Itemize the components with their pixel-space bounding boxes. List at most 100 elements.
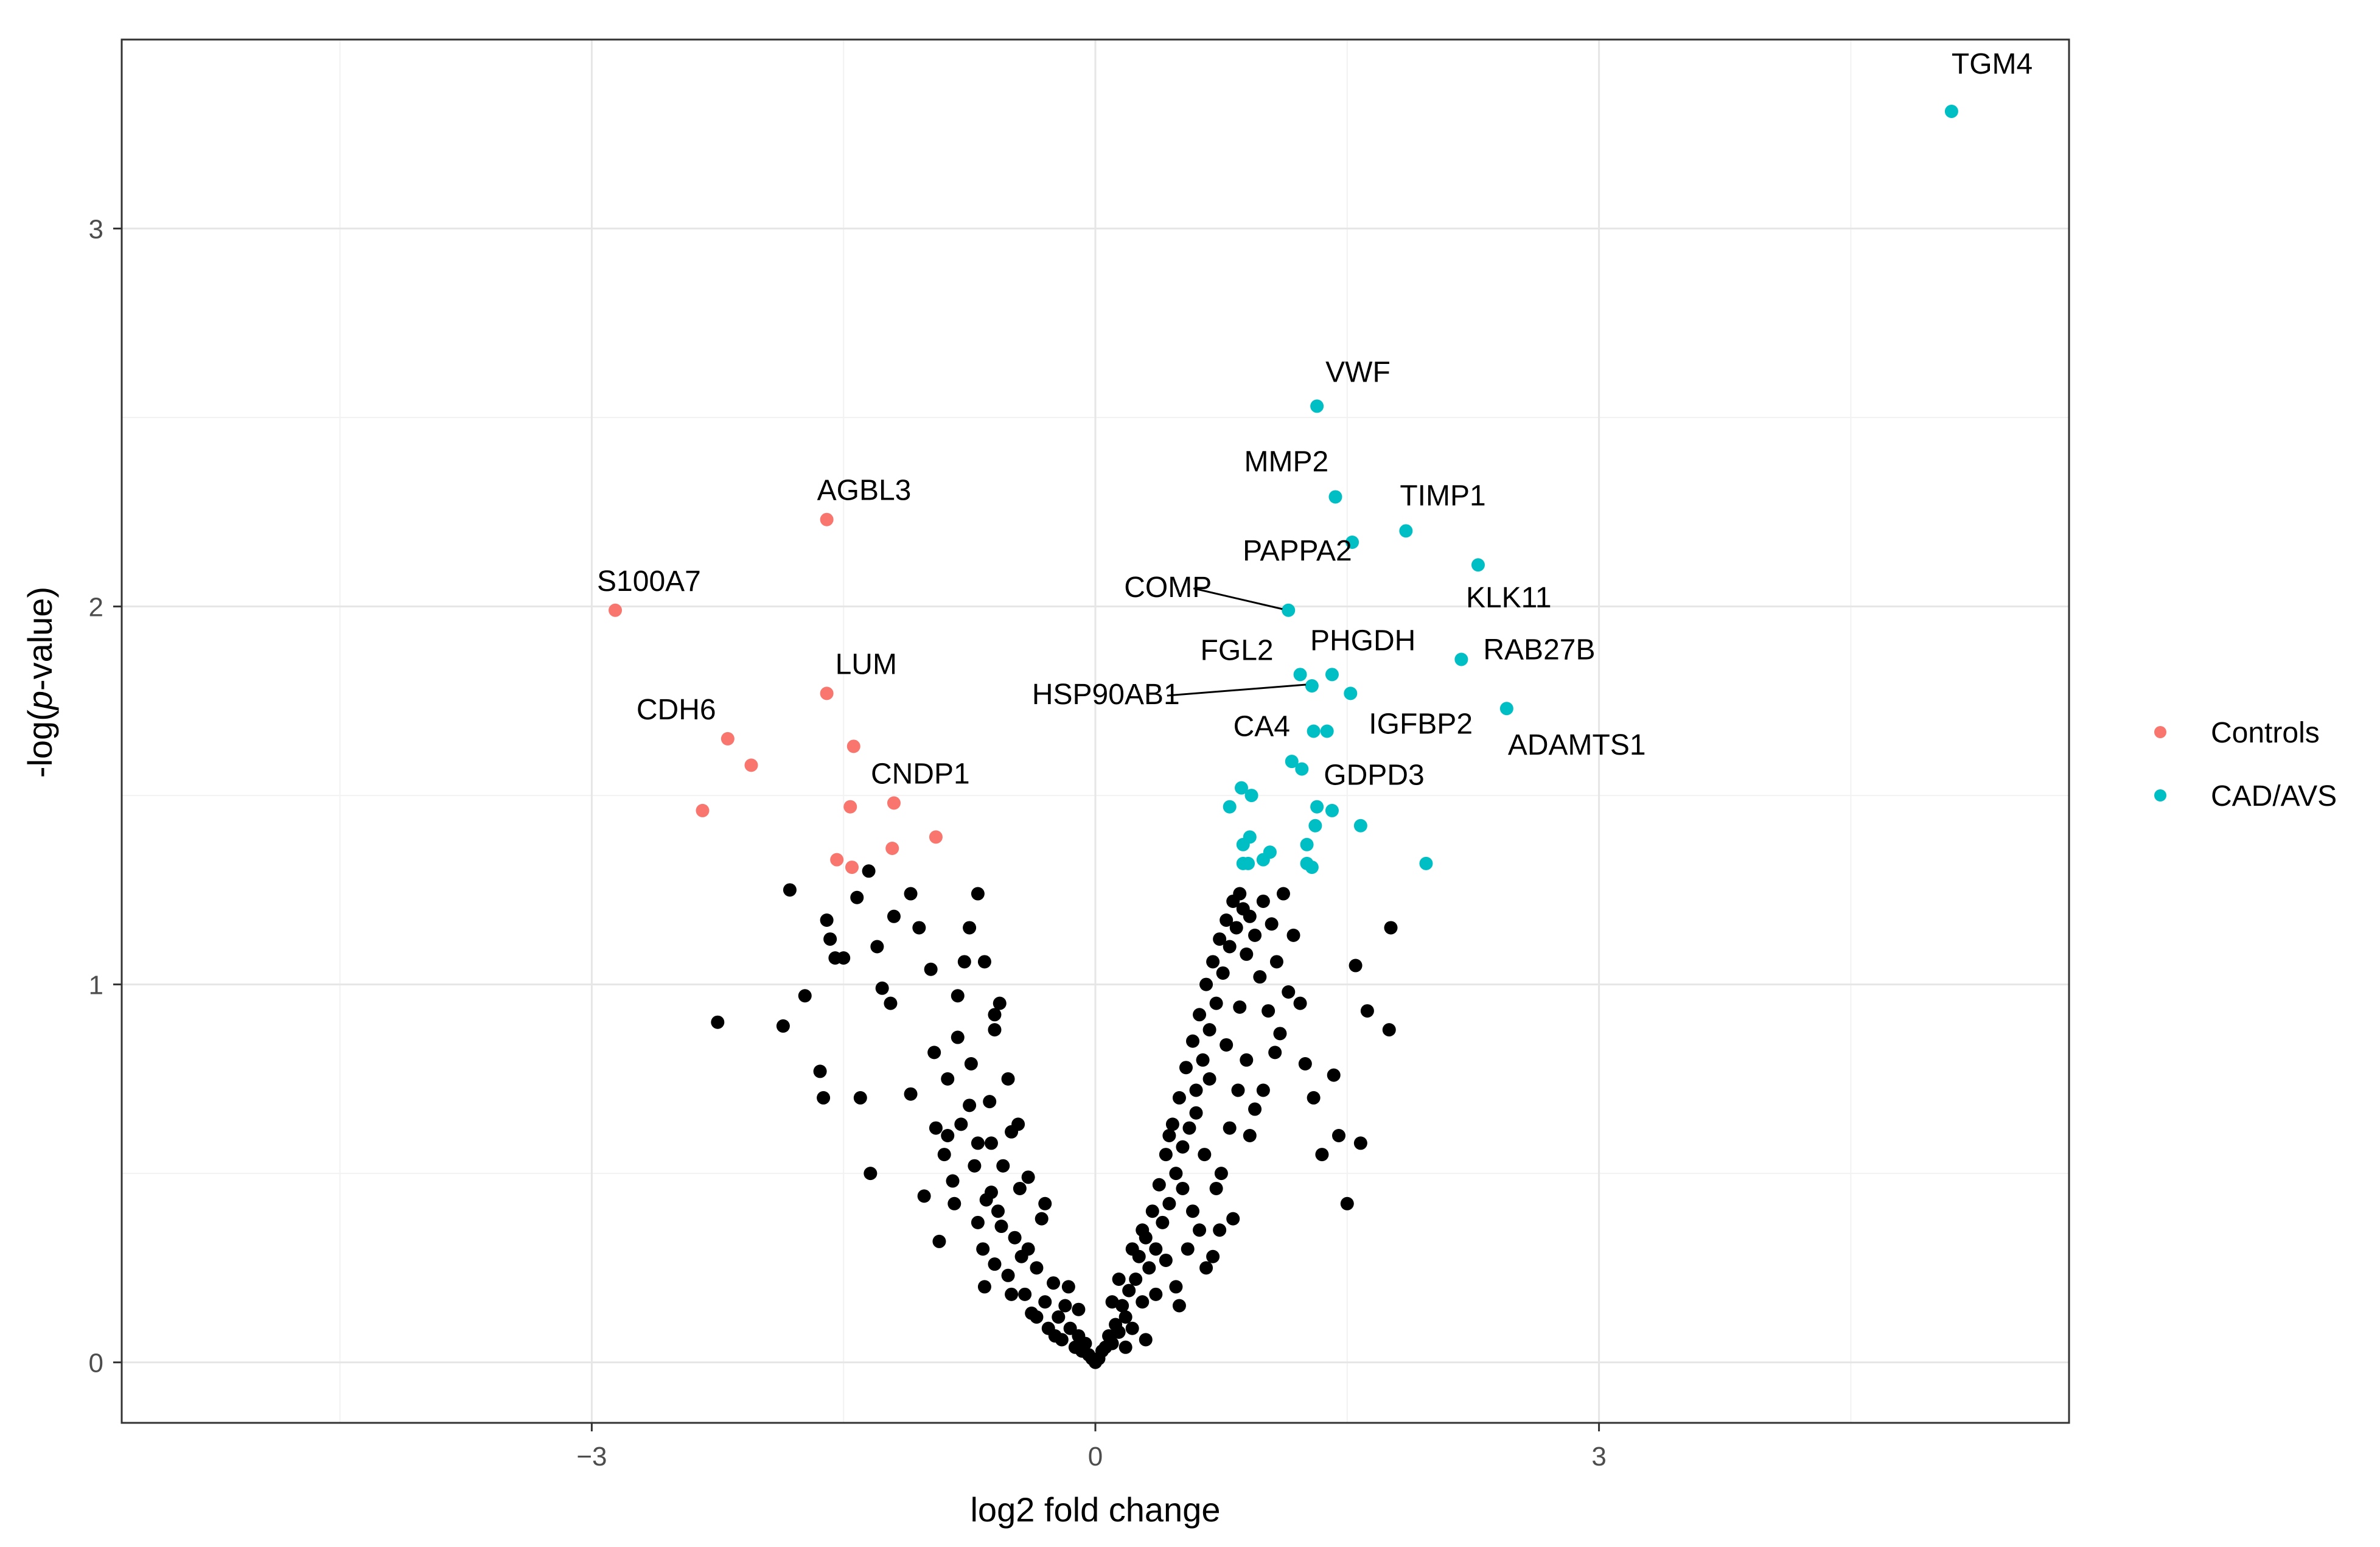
- point-ns: [875, 981, 889, 995]
- y-axis-title-italic: p: [21, 691, 59, 711]
- point-ns: [1078, 1336, 1092, 1350]
- point-ns: [1014, 1249, 1028, 1263]
- point-ns: [1058, 1299, 1072, 1313]
- point-ns: [932, 1234, 946, 1248]
- point-ns: [971, 1215, 985, 1229]
- gene-label-agbl3: AGBL3: [817, 475, 912, 507]
- point-ns: [1152, 1178, 1166, 1192]
- point-ns: [1149, 1242, 1163, 1256]
- point-ns: [1139, 1333, 1153, 1347]
- point-ns: [912, 921, 926, 935]
- point-ns: [1209, 1181, 1223, 1195]
- point-ns: [917, 1189, 931, 1203]
- x-tick-label: 0: [1088, 1442, 1103, 1472]
- point-ns: [1256, 894, 1270, 908]
- x-axis-title: log2 fold change: [970, 1490, 1220, 1529]
- gene-label-pappa2: PAPPA2: [1243, 535, 1352, 567]
- point-ns: [1256, 1083, 1270, 1097]
- point-ns: [887, 909, 901, 923]
- point-cad-avs: [1300, 837, 1314, 851]
- point-ns: [1159, 1148, 1173, 1162]
- point-ns: [1332, 1129, 1345, 1143]
- point-ns: [1035, 1212, 1049, 1226]
- point-ns: [853, 1091, 867, 1105]
- point-cad-avs: [1236, 837, 1250, 851]
- point-ns: [1240, 947, 1254, 961]
- point-ns: [963, 921, 977, 935]
- point-ns: [711, 1015, 725, 1029]
- point-ns: [1172, 1299, 1186, 1313]
- point-cad-avs: [1295, 762, 1309, 776]
- point-ns: [1030, 1310, 1044, 1324]
- point-ns: [1286, 928, 1300, 942]
- grid-lines: [122, 40, 2069, 1423]
- point-ns: [924, 962, 938, 976]
- gene-label-mmp2: MMP2: [1244, 445, 1328, 478]
- point-ns: [976, 1242, 990, 1256]
- point-ns: [1038, 1295, 1052, 1309]
- y-tick-label: 0: [89, 1349, 103, 1378]
- point-controls: [929, 830, 943, 844]
- point-ns: [984, 1186, 998, 1200]
- point-ns: [1220, 913, 1234, 927]
- point-ns: [991, 1204, 1005, 1218]
- point-ns: [977, 1280, 991, 1294]
- point-ns: [1233, 1000, 1247, 1014]
- gene-label-hsp90ab1: HSP90AB1: [1032, 679, 1180, 711]
- point-ns: [1202, 1072, 1216, 1086]
- point-cad-avs: [1944, 104, 1958, 118]
- point-ns: [1105, 1336, 1119, 1350]
- y-axis-title: -log(p-value): [21, 587, 59, 778]
- point-ns: [984, 1136, 998, 1150]
- point-controls: [885, 842, 899, 856]
- point-cad-avs: [1307, 724, 1321, 738]
- point-cad-avs: [1320, 724, 1334, 738]
- point-ns: [1176, 1140, 1190, 1154]
- point-controls: [820, 512, 834, 526]
- point-ns: [813, 1064, 827, 1078]
- point-ns: [1231, 1083, 1245, 1097]
- point-cad-avs: [1305, 679, 1319, 693]
- point-ns: [1216, 966, 1230, 980]
- gene-label-hsp90ab1-leader: [1167, 683, 1306, 697]
- point-cad-avs: [1344, 686, 1358, 700]
- point-ns: [1179, 1061, 1193, 1075]
- gene-label-vwf: VWF: [1325, 356, 1391, 388]
- gene-label-s100a7: S100A7: [597, 565, 701, 598]
- point-ns: [1248, 928, 1262, 942]
- point-ns: [1052, 1310, 1066, 1324]
- point-cad-avs: [1223, 800, 1237, 814]
- point-ns: [1206, 955, 1220, 969]
- point-ns: [1298, 1057, 1312, 1071]
- point-ns: [820, 913, 834, 927]
- y-axis-title-prefix: -log(: [21, 710, 59, 778]
- point-ns: [776, 1019, 790, 1033]
- point-ns: [1382, 1023, 1396, 1037]
- point-cad-avs: [1310, 399, 1324, 413]
- point-ns: [957, 955, 971, 969]
- point-ns: [1112, 1273, 1126, 1287]
- point-ns: [1293, 996, 1307, 1010]
- point-ns: [1340, 1196, 1354, 1210]
- point-cad-avs: [1293, 668, 1307, 682]
- point-ns: [1156, 1215, 1170, 1229]
- point-controls: [696, 803, 710, 817]
- point-cad-avs: [1399, 524, 1413, 538]
- point-ns: [977, 955, 991, 969]
- point-cad-avs: [1345, 535, 1359, 549]
- point-ns: [837, 951, 851, 965]
- legend: Controls CAD/AVS: [2154, 717, 2337, 812]
- point-cad-avs: [1282, 603, 1296, 617]
- point-cad-avs: [1236, 856, 1250, 870]
- gene-label-lum: LUM: [836, 648, 897, 680]
- point-controls: [830, 853, 844, 867]
- point-ns: [1253, 970, 1267, 984]
- point-ns: [850, 890, 864, 904]
- gene-label-klk11: KLK11: [1466, 582, 1552, 614]
- point-cad-avs: [1256, 853, 1270, 867]
- point-ns: [1223, 940, 1237, 954]
- axes: −3 0 3 0 1 2 3: [89, 215, 1607, 1472]
- point-cad-avs: [1305, 861, 1319, 875]
- gene-label-phgdh: PHGDH: [1310, 624, 1415, 657]
- y-axis-title-suffix: -value): [21, 587, 59, 691]
